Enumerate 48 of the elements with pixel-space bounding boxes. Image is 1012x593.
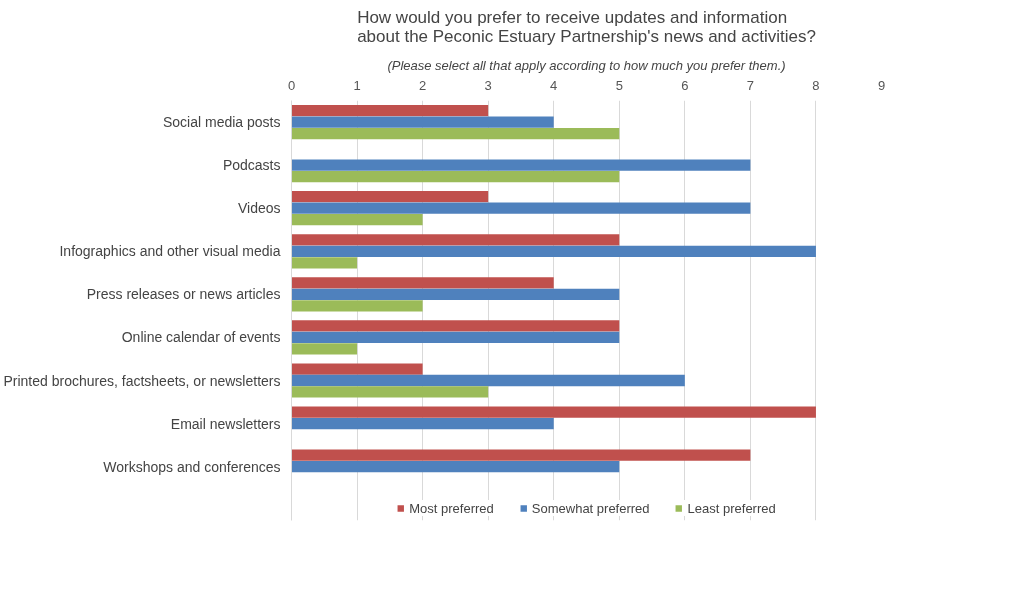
bar — [291, 417, 554, 430]
legend-label: Most preferred — [409, 500, 494, 516]
y-tick-label: Social media posts — [163, 114, 281, 131]
bar — [291, 116, 554, 128]
x-tick-label: 1 — [353, 77, 361, 93]
bar — [291, 191, 489, 203]
bar — [291, 386, 489, 398]
bar — [291, 320, 620, 332]
y-tick-label: Online calendar of events — [121, 329, 281, 346]
chart-title: How would you prefer to receive updates and information about the Peconic Estuary Partnership's news and activities? — [357, 7, 816, 46]
x-tick-label: 7 — [746, 77, 755, 93]
y-tick-label: Infographics and other visual media — [59, 243, 281, 260]
bar — [291, 300, 423, 312]
x-tick-label: 9 — [877, 77, 886, 93]
bar — [291, 363, 423, 375]
y-tick-label: Podcasts — [222, 157, 281, 174]
bar — [291, 104, 489, 117]
bar — [291, 202, 751, 214]
bar — [291, 461, 620, 473]
bar — [291, 406, 816, 418]
x-tick-label: 2 — [419, 77, 427, 93]
x-tick-label: 3 — [484, 77, 492, 93]
bar — [291, 331, 620, 344]
x-tick-label: 0 — [287, 77, 296, 93]
bar — [291, 449, 751, 461]
bar — [291, 277, 554, 289]
bar — [291, 288, 620, 300]
legend-label: Somewhat preferred — [531, 500, 650, 516]
y-tick-label: Videos — [237, 200, 281, 217]
x-tick-label: 8 — [812, 77, 820, 93]
bar — [291, 374, 685, 387]
bar — [291, 343, 358, 355]
bar — [291, 234, 620, 246]
y-tick-label: Press releases or news articles — [86, 286, 281, 303]
bar — [291, 127, 620, 140]
legend-label: Least preferred — [687, 500, 776, 516]
bar — [291, 245, 816, 257]
bar — [291, 257, 358, 269]
x-tick-label: 4 — [550, 77, 558, 93]
y-tick-label: Email newsletters — [170, 415, 281, 432]
y-tick-label: Printed brochures, factsheets, or newsletters — [3, 372, 281, 389]
bar — [291, 214, 423, 226]
x-tick-label: 6 — [681, 77, 689, 93]
chart-subtitle: (Please select all that apply according to how much you prefer them.) — [387, 57, 786, 73]
x-tick-label: 5 — [615, 77, 623, 93]
bar — [291, 170, 620, 183]
y-tick-label: Workshops and conferences — [103, 458, 281, 475]
bar — [291, 159, 751, 171]
